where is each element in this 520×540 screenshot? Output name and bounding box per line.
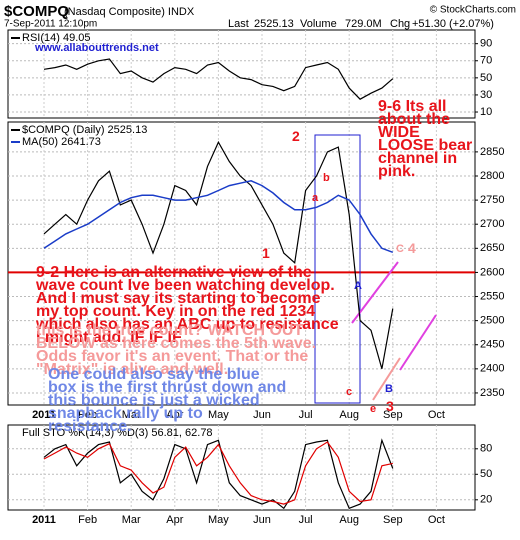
x-tick-label: Jun: [253, 409, 271, 421]
annotation: e: [370, 403, 377, 415]
y-tick-label: 80: [480, 443, 492, 455]
date: 7-Sep-2011 12:10pm: [4, 19, 97, 30]
y-tick-label: 70: [480, 55, 492, 67]
y-tick-label: 2450: [480, 339, 504, 351]
x-tick-label: Jul: [299, 514, 313, 526]
y-tick-label: 10: [480, 106, 492, 118]
source: © StockCharts.com: [430, 5, 516, 16]
annotation: B: [385, 383, 393, 395]
x-tick-label: Jul: [299, 409, 313, 421]
annotation: www.allabouttrends.net: [35, 42, 159, 54]
annotation: b: [323, 172, 330, 184]
last: 2525.13: [254, 18, 294, 30]
annotation: 9-6 Its all about the WIDE LOOSE bear ch…: [378, 98, 473, 180]
y-tick-label: 2650: [480, 242, 504, 254]
y-tick-label: 50: [480, 468, 492, 480]
x-tick-label: May: [208, 514, 229, 526]
annotation: C: [396, 243, 404, 255]
y-tick-label: 2500: [480, 315, 504, 327]
x-tick-label: Sep: [383, 514, 403, 526]
series-line: [43, 58, 394, 100]
index-name: (Nasdaq Composite) INDX: [64, 6, 195, 18]
channel-line: [372, 357, 401, 401]
annotation: A: [354, 280, 362, 292]
x-tick-label: Oct: [428, 409, 445, 421]
x-tick-label: Oct: [428, 514, 445, 526]
annotation: 1: [262, 245, 270, 261]
y-tick-label: 2350: [480, 387, 504, 399]
x-tick-label: Mar: [122, 514, 141, 526]
annotation: a: [312, 192, 319, 204]
panel: [7, 29, 476, 119]
annotation: 3: [386, 398, 394, 414]
chg-label: Chg: [390, 18, 410, 30]
annotation: c: [346, 386, 353, 398]
legend-entry: MA(50) 2641.73: [22, 136, 101, 148]
x-tick-label: Feb: [78, 514, 97, 526]
y-tick-label: 2400: [480, 363, 504, 375]
y-tick-label: 30: [480, 89, 492, 101]
legend-entry: $COMPQ (Daily) 2525.13: [22, 124, 147, 136]
y-tick-label: 2700: [480, 218, 504, 230]
x-tick-label: Apr: [166, 514, 183, 526]
x-tick-label: Jun: [253, 514, 271, 526]
panel-title: Full STO %K(14,3) %D(3) 56.81, 62.78: [22, 427, 213, 439]
y-tick-label: 2800: [480, 170, 504, 182]
x-tick-label: 2011: [32, 409, 56, 421]
series-line: [43, 438, 394, 510]
annotation: this is the true count? WATCH OUT BELOW …: [36, 322, 317, 378]
y-tick-label: 90: [480, 38, 492, 50]
x-tick-label: Aug: [339, 409, 359, 421]
x-tick-label: Aug: [339, 514, 359, 526]
y-tick-label: 2600: [480, 266, 504, 278]
y-tick-label: 2550: [480, 290, 504, 302]
x-tick-label: May: [208, 409, 229, 421]
x-tick-label: 2011: [32, 514, 56, 526]
y-tick-label: 50: [480, 72, 492, 84]
symbol: $COMPQ: [4, 3, 69, 20]
series-line: [43, 180, 394, 254]
legend-entry: RSI(14) 49.05: [22, 32, 90, 44]
series-line: [43, 140, 394, 369]
annotation: 9-2 Here is an alternative view of the w…: [36, 264, 339, 346]
y-tick-label: 2850: [480, 146, 504, 158]
annotation: 4: [408, 240, 416, 256]
series-line: [43, 441, 393, 505]
chg: +51.30 (+2.07%): [412, 18, 494, 30]
y-tick-label: 2750: [480, 194, 504, 206]
volume-label: Volume: [300, 18, 337, 30]
volume: 729.0M: [345, 18, 382, 30]
x-tick-label: Mar: [122, 409, 141, 421]
annotation: 2: [292, 128, 300, 144]
x-tick-label: Feb: [78, 409, 97, 421]
last-label: Last: [228, 18, 249, 30]
y-tick-label: 20: [480, 494, 492, 506]
x-tick-label: Apr: [166, 409, 183, 421]
annotation: One could also say the blue box is the f…: [48, 366, 287, 435]
blue-box: [314, 134, 361, 404]
channel-line: [399, 314, 437, 371]
x-tick-label: Sep: [383, 409, 403, 421]
